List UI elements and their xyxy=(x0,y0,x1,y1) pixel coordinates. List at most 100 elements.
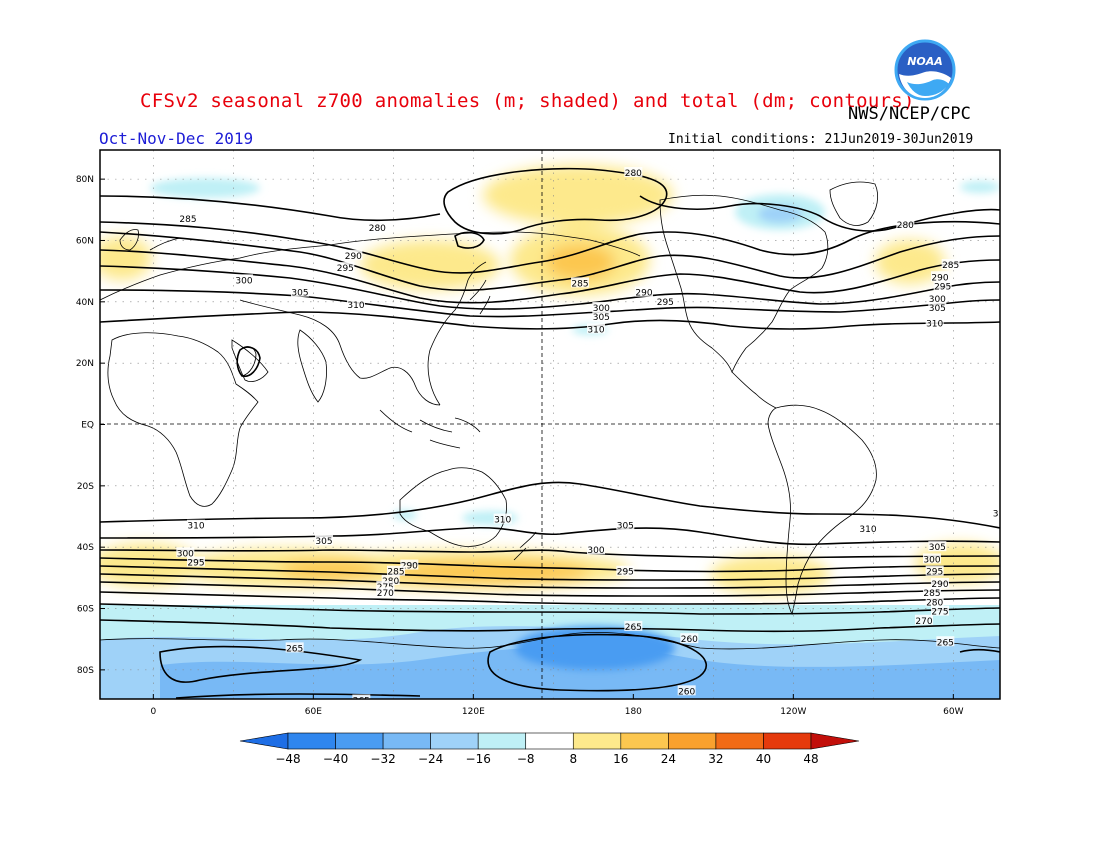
lat-tick-label: 60S xyxy=(77,605,94,615)
colorbar-swatch xyxy=(572,732,622,750)
contour-label: 310 xyxy=(187,522,204,532)
contour-label-bg xyxy=(376,581,395,592)
lon-tick-label: 60W xyxy=(943,707,963,717)
contour-label-bg xyxy=(587,544,605,555)
contour-label-bg xyxy=(493,513,512,524)
lon-tick-label: 0 xyxy=(150,707,156,717)
longitude-axis: 060E120E180120W60W0 xyxy=(150,694,964,717)
contour-label: 265 xyxy=(625,623,642,633)
colorbar-label: −48 xyxy=(275,752,300,766)
contour-label-bg xyxy=(680,633,699,644)
initial-conditions-label: Initial conditions: 21Jun2019-30Jun2019 xyxy=(668,132,974,147)
lat-tick-label: 20N xyxy=(76,359,94,369)
contour-label: 300 xyxy=(923,555,940,565)
contour-label-bg xyxy=(315,535,333,546)
contour-label-bg xyxy=(587,323,605,334)
contour-label: 290 xyxy=(345,252,362,262)
contour-label: 295 xyxy=(934,282,951,292)
contour-label: 285 xyxy=(923,589,940,599)
contour-label-bg xyxy=(928,292,947,303)
contour-label: 300 xyxy=(177,549,194,559)
contour-300 xyxy=(100,265,1000,310)
contour-label: 305 xyxy=(593,313,610,323)
contour-label-bg xyxy=(592,311,611,322)
contour-label: 295 xyxy=(337,264,354,274)
contour-285-b xyxy=(100,220,1000,274)
contour-label: 270 xyxy=(915,617,932,627)
lat-tick-label: 40S xyxy=(77,543,94,553)
contour-label-bg xyxy=(368,222,387,233)
colorbar-swatch xyxy=(763,732,812,750)
contour-label: 300 xyxy=(235,276,252,286)
contour-290-south xyxy=(100,565,1000,581)
contour-label: 305 xyxy=(315,537,332,547)
contour-label-bg xyxy=(859,522,877,533)
contour-label-bg xyxy=(592,301,611,312)
contour-labels: 2802852802902953003053102852902953003053… xyxy=(176,167,1000,707)
contour-closed-tibet xyxy=(236,346,261,378)
contour-label: 295 xyxy=(926,568,943,578)
contour-label-bg xyxy=(376,587,395,598)
contour-label-bg xyxy=(928,541,947,552)
contour-label: 295 xyxy=(657,298,674,308)
contour-label: 305 xyxy=(617,522,634,532)
coast-south-asia xyxy=(239,299,441,406)
contour-label: 305 xyxy=(929,543,946,553)
contour-label: 260 xyxy=(678,687,695,697)
contour-label: 290 xyxy=(635,289,652,299)
contour-label: 280 xyxy=(897,221,914,231)
colorbar-label: 48 xyxy=(803,752,818,766)
contour-label: 300 xyxy=(593,304,610,314)
lat-tick-label: 80S xyxy=(77,666,94,676)
lat-tick-label: 40N xyxy=(76,298,94,308)
contour-265-south xyxy=(100,619,1000,633)
contour-label-bg xyxy=(176,547,195,558)
contour-label-bg xyxy=(187,556,205,567)
contour-label-bg xyxy=(616,565,635,576)
coast-antarctica xyxy=(100,631,1000,650)
contour-label: 280 xyxy=(926,598,943,608)
colorbar-swatch xyxy=(477,732,527,750)
contour-310-south xyxy=(100,481,1000,529)
contour-label: 305 xyxy=(929,304,946,314)
contour-label-bg xyxy=(624,167,643,178)
colorbar-swatch xyxy=(715,732,764,750)
contour-label: 285 xyxy=(179,215,196,225)
coast-japan xyxy=(469,279,491,315)
contour-label-bg xyxy=(896,219,915,230)
contour-label-bg xyxy=(925,317,944,328)
contour-label-bg xyxy=(235,274,253,285)
anomaly-negative-24 xyxy=(160,646,1000,699)
contour-closed-small xyxy=(454,231,485,249)
contour-label: 310 xyxy=(494,516,511,526)
contour-280-north-east xyxy=(639,195,1000,232)
lon-tick-label: 180 xyxy=(625,707,642,717)
contour-label-bg xyxy=(571,277,589,288)
colorbar-label: 40 xyxy=(756,752,771,766)
colorbar-label: −32 xyxy=(370,752,395,766)
colorbar-label: 16 xyxy=(613,752,628,766)
coast-south-america xyxy=(767,404,877,616)
contour-label-bg xyxy=(923,553,941,564)
contour-label-bg xyxy=(925,565,944,576)
colorbar-swatch xyxy=(525,732,574,750)
contour-label: 310 xyxy=(347,301,364,311)
lat-tick-label: 60N xyxy=(76,236,94,246)
colorbar-swatch xyxy=(287,732,336,750)
contour-label: 290 xyxy=(931,580,948,590)
lat-tick-label: 80N xyxy=(76,175,94,185)
lat-tick-label: 20S xyxy=(77,482,94,492)
coast-greenland xyxy=(829,181,879,226)
contour-label-bg xyxy=(616,519,635,530)
contour-label: 260 xyxy=(681,635,698,645)
contour-300-south xyxy=(100,549,1000,559)
contour-label: 285 xyxy=(571,279,588,289)
colorbar-label: −16 xyxy=(466,752,491,766)
contour-260-closed xyxy=(487,633,707,692)
contour-label: 265 xyxy=(937,638,954,648)
svg-text:NOAA: NOAA xyxy=(907,55,943,68)
contour-label-bg xyxy=(933,280,952,291)
contour-label: 265 xyxy=(353,697,370,707)
contour-label: 280 xyxy=(625,169,642,179)
